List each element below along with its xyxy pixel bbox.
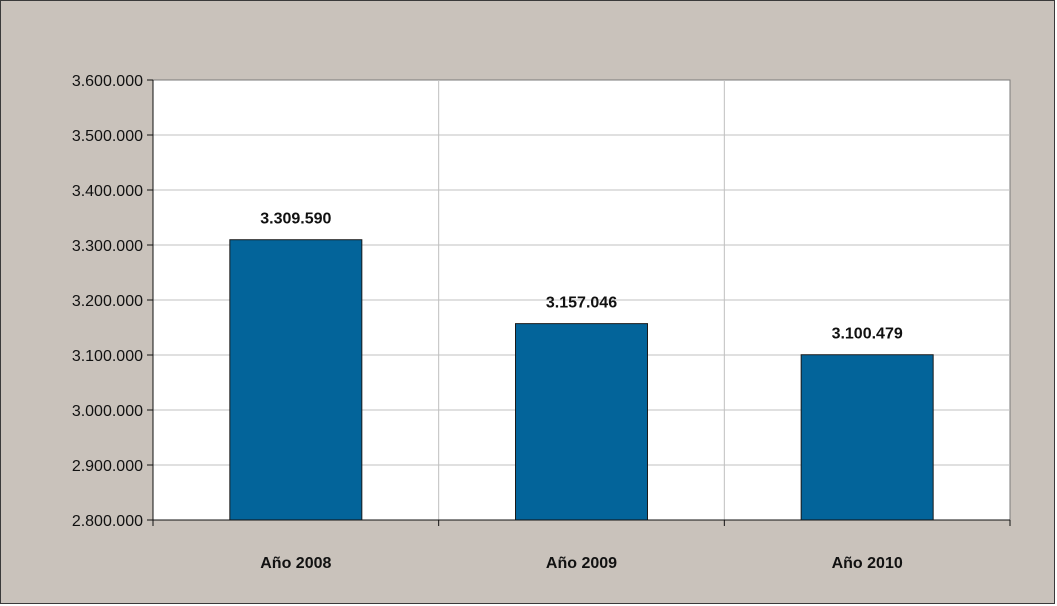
y-tick-labels: 2.800.000 2.900.000 3.000.000 3.100.000 3.20…: [72, 73, 143, 530]
data-label: 3.309.590: [260, 211, 331, 228]
x-tick-label: Año 2008: [260, 555, 331, 572]
y-tick-label: 3.100.000: [72, 348, 143, 365]
x-tick-labels: Año 2008 Año 2009 Año 2010: [260, 555, 903, 572]
y-tick-label: 3.200.000: [72, 293, 143, 310]
y-tick-label: 3.300.000: [72, 238, 143, 255]
y-tick-label: 3.400.000: [72, 183, 143, 200]
y-tick-label: 3.500.000: [72, 128, 143, 145]
bars: [229, 239, 934, 521]
y-tick-label: 2.800.000: [72, 513, 143, 530]
bar: [515, 323, 648, 521]
axes: [147, 79, 1011, 526]
y-tick-label: 2.900.000: [72, 458, 143, 475]
bar: [800, 354, 934, 521]
y-tick-label: 3.000.000: [72, 403, 143, 420]
x-tick-label: Año 2009: [546, 555, 617, 572]
bar: [229, 239, 363, 521]
x-tick-label: Año 2010: [832, 555, 903, 572]
y-tick-label: 3.600.000: [72, 73, 143, 90]
data-label: 3.157.046: [546, 295, 617, 312]
data-labels: 3.309.590 3.157.046 3.100.479: [260, 211, 903, 343]
data-label: 3.100.479: [832, 326, 903, 343]
